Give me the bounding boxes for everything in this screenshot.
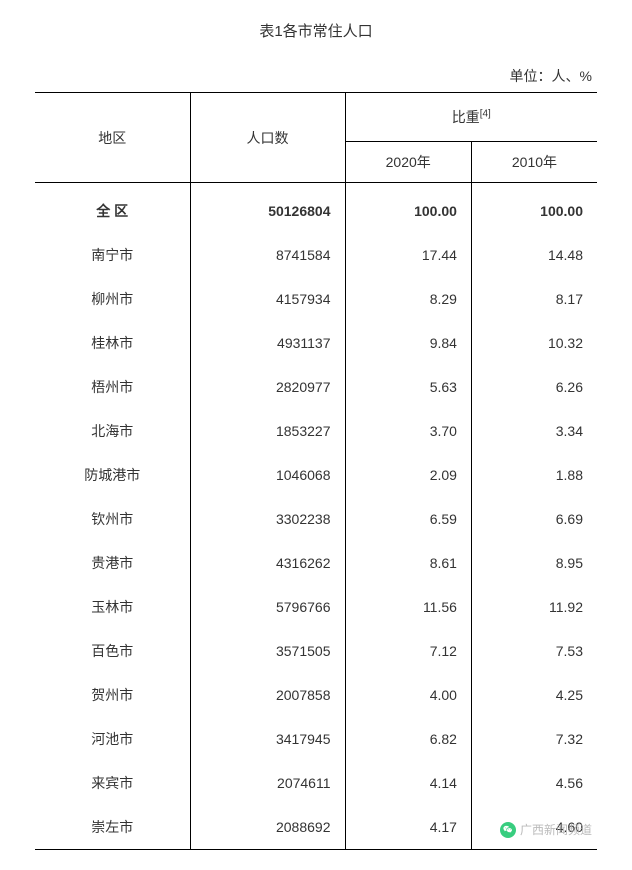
table-row: 玉林市579676611.5611.92 <box>35 585 597 629</box>
cell-region: 来宾市 <box>35 761 190 805</box>
table-row: 全 区50126804100.00100.00 <box>35 183 597 234</box>
table-title: 表1各市常住人口 <box>35 20 597 41</box>
table-row: 钦州市33022386.596.69 <box>35 497 597 541</box>
cell-2020: 7.12 <box>345 629 471 673</box>
cell-region: 北海市 <box>35 409 190 453</box>
header-proportion: 比重[4] <box>345 93 597 142</box>
table-row: 防城港市10460682.091.88 <box>35 453 597 497</box>
cell-region: 全 区 <box>35 183 190 234</box>
cell-2020: 3.70 <box>345 409 471 453</box>
cell-2020: 4.14 <box>345 761 471 805</box>
cell-region: 钦州市 <box>35 497 190 541</box>
cell-2010: 6.69 <box>471 497 597 541</box>
watermark: 广西新闻频道 <box>500 821 592 838</box>
cell-2020: 4.17 <box>345 805 471 850</box>
wechat-icon <box>500 822 516 838</box>
cell-population: 2074611 <box>190 761 345 805</box>
cell-2010: 7.32 <box>471 717 597 761</box>
cell-2010: 8.95 <box>471 541 597 585</box>
cell-2020: 2.09 <box>345 453 471 497</box>
cell-2010: 4.25 <box>471 673 597 717</box>
table-body: 全 区50126804100.00100.00南宁市874158417.4414… <box>35 183 597 850</box>
cell-region: 崇左市 <box>35 805 190 850</box>
cell-population: 1853227 <box>190 409 345 453</box>
cell-2010: 10.32 <box>471 321 597 365</box>
cell-population: 4316262 <box>190 541 345 585</box>
table-row: 来宾市20746114.144.56 <box>35 761 597 805</box>
cell-2020: 6.82 <box>345 717 471 761</box>
cell-2020: 5.63 <box>345 365 471 409</box>
cell-population: 1046068 <box>190 453 345 497</box>
table-row: 梧州市28209775.636.26 <box>35 365 597 409</box>
cell-population: 50126804 <box>190 183 345 234</box>
table-row: 北海市18532273.703.34 <box>35 409 597 453</box>
cell-2020: 17.44 <box>345 233 471 277</box>
cell-2020: 11.56 <box>345 585 471 629</box>
cell-region: 桂林市 <box>35 321 190 365</box>
population-table: 地区 人口数 比重[4] 2020年 2010年 全 区50126804100.… <box>35 92 597 850</box>
cell-population: 2088692 <box>190 805 345 850</box>
cell-2010: 7.53 <box>471 629 597 673</box>
cell-2010: 8.17 <box>471 277 597 321</box>
cell-population: 2007858 <box>190 673 345 717</box>
watermark-text: 广西新闻频道 <box>520 821 592 838</box>
cell-2020: 8.29 <box>345 277 471 321</box>
table-row: 百色市35715057.127.53 <box>35 629 597 673</box>
cell-region: 南宁市 <box>35 233 190 277</box>
cell-region: 贵港市 <box>35 541 190 585</box>
cell-2010: 6.26 <box>471 365 597 409</box>
table-row: 南宁市874158417.4414.48 <box>35 233 597 277</box>
cell-2010: 3.34 <box>471 409 597 453</box>
header-year-2020: 2020年 <box>345 142 471 183</box>
cell-population: 4931137 <box>190 321 345 365</box>
cell-2020: 4.00 <box>345 673 471 717</box>
cell-2010: 11.92 <box>471 585 597 629</box>
cell-2020: 100.00 <box>345 183 471 234</box>
table-row: 河池市34179456.827.32 <box>35 717 597 761</box>
cell-2020: 6.59 <box>345 497 471 541</box>
cell-population: 3417945 <box>190 717 345 761</box>
table-row: 桂林市49311379.8410.32 <box>35 321 597 365</box>
cell-2010: 1.88 <box>471 453 597 497</box>
cell-2010: 100.00 <box>471 183 597 234</box>
cell-2020: 9.84 <box>345 321 471 365</box>
cell-population: 3571505 <box>190 629 345 673</box>
cell-population: 4157934 <box>190 277 345 321</box>
cell-population: 2820977 <box>190 365 345 409</box>
cell-region: 河池市 <box>35 717 190 761</box>
cell-2010: 14.48 <box>471 233 597 277</box>
cell-population: 5796766 <box>190 585 345 629</box>
table-row: 贺州市20078584.004.25 <box>35 673 597 717</box>
cell-region: 防城港市 <box>35 453 190 497</box>
cell-2010: 4.56 <box>471 761 597 805</box>
table-row: 柳州市41579348.298.17 <box>35 277 597 321</box>
table-row: 贵港市43162628.618.95 <box>35 541 597 585</box>
cell-region: 梧州市 <box>35 365 190 409</box>
cell-region: 百色市 <box>35 629 190 673</box>
header-population: 人口数 <box>190 93 345 183</box>
cell-region: 玉林市 <box>35 585 190 629</box>
unit-label: 单位：人、% <box>35 66 597 86</box>
cell-population: 8741584 <box>190 233 345 277</box>
cell-region: 柳州市 <box>35 277 190 321</box>
cell-2020: 8.61 <box>345 541 471 585</box>
cell-population: 3302238 <box>190 497 345 541</box>
header-region: 地区 <box>35 93 190 183</box>
header-year-2010: 2010年 <box>471 142 597 183</box>
cell-region: 贺州市 <box>35 673 190 717</box>
